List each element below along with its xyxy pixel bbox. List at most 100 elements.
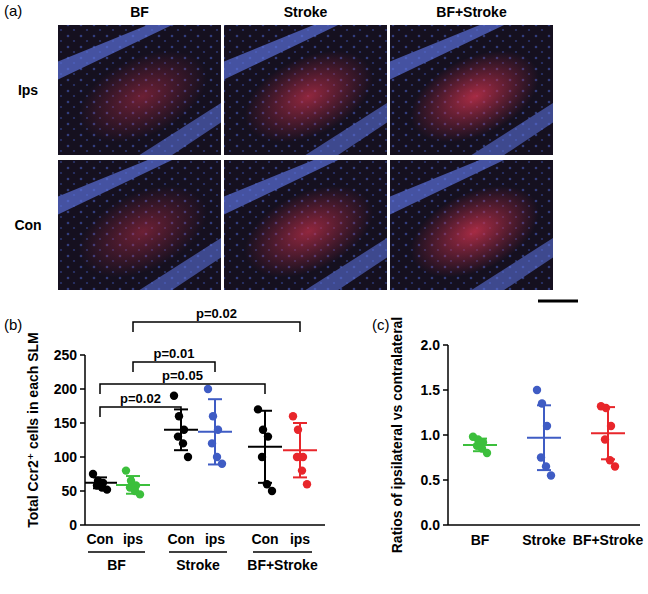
y-tick	[443, 479, 448, 481]
error-cap	[601, 458, 615, 460]
x-tick-label: Con	[167, 531, 194, 547]
error-bar	[601, 407, 615, 459]
error-bar	[473, 439, 487, 452]
micrograph	[58, 160, 221, 296]
error-cap	[208, 398, 222, 400]
ccr2-signal	[230, 32, 387, 161]
group-line	[253, 551, 312, 553]
plot-area	[85, 385, 317, 499]
row-title: Con	[14, 217, 41, 233]
error-stem	[607, 407, 609, 459]
ccr2-signal	[64, 167, 221, 296]
column-title: BF	[130, 4, 149, 20]
x-tick-label: ips	[205, 531, 225, 547]
y-tick-label: 100	[54, 449, 78, 465]
error-cap	[126, 493, 140, 495]
panel-label: (a)	[4, 2, 22, 19]
y-axis-title: Ratios of ipsilateral vs contralateral	[389, 317, 405, 554]
x-axis	[448, 524, 640, 526]
micrograph	[224, 160, 387, 296]
error-cap	[126, 475, 140, 477]
error-cap	[93, 476, 107, 478]
data-point	[611, 462, 619, 470]
error-bar	[126, 476, 140, 494]
data-point	[254, 405, 262, 413]
p-value: p=0.02	[120, 391, 161, 406]
error-cap	[208, 463, 222, 465]
error-stem	[299, 423, 301, 477]
x-tick-label: BF+Stroke	[573, 532, 644, 548]
error-cap	[537, 469, 551, 471]
error-stem	[214, 399, 216, 464]
x-tick-label: Stroke	[522, 532, 566, 548]
error-stem	[99, 477, 101, 488]
x-tick-label: ips	[123, 531, 143, 547]
error-stem	[543, 405, 545, 470]
group-label: Stroke	[176, 557, 220, 573]
y-tick-label: 2.0	[421, 337, 441, 353]
error-stem	[479, 439, 481, 452]
p-value: p=0.05	[162, 368, 203, 383]
y-axis-title: Total Ccr2⁺ cells in each SLM	[25, 332, 41, 527]
y-tick	[80, 388, 85, 390]
error-stem	[132, 476, 134, 494]
y-tick-label: 250	[54, 347, 78, 363]
y-tick-label: 0	[69, 517, 77, 533]
ccr2-signal	[396, 32, 553, 161]
error-bar	[537, 405, 551, 470]
error-cap	[258, 410, 272, 412]
y-tick-label: 50	[61, 483, 77, 499]
y-tick	[80, 490, 85, 492]
data-point	[547, 471, 555, 479]
error-cap	[293, 422, 307, 424]
y-axis	[84, 355, 86, 525]
data-point	[303, 480, 311, 488]
column-title: BF+Stroke	[436, 4, 507, 20]
data-point	[533, 386, 541, 394]
y-tick	[80, 456, 85, 458]
micrograph	[390, 25, 553, 161]
data-point	[103, 485, 111, 493]
x-tick-label: ips	[290, 531, 310, 547]
y-tick-label: 200	[54, 381, 78, 397]
y-tick	[80, 524, 85, 526]
data-point	[122, 466, 130, 474]
error-cap	[473, 438, 487, 440]
data-point	[268, 487, 276, 495]
group-line	[169, 551, 227, 553]
y-tick	[443, 344, 448, 346]
error-cap	[93, 487, 107, 489]
data-point	[289, 412, 297, 420]
data-point	[204, 385, 212, 393]
micrograph	[58, 25, 221, 161]
x-axis	[85, 524, 325, 526]
significance-bracket	[133, 322, 300, 332]
y-tick	[443, 434, 448, 436]
y-tick	[443, 524, 448, 526]
error-bar	[93, 477, 107, 488]
error-bar	[258, 411, 272, 483]
p-value: p=0.01	[154, 346, 195, 361]
x-tick-label: Con	[251, 531, 278, 547]
y-tick	[443, 389, 448, 391]
error-bar	[293, 423, 307, 477]
data-point	[483, 449, 491, 457]
error-bar	[208, 399, 222, 464]
x-tick-label: BF	[471, 532, 490, 548]
x-tick-label: Con	[86, 531, 113, 547]
micrograph	[390, 160, 553, 296]
y-tick-label: 1.0	[421, 427, 441, 443]
y-tick-label: 150	[54, 415, 78, 431]
data-point	[170, 392, 178, 400]
error-cap	[473, 450, 487, 452]
error-cap	[293, 476, 307, 478]
error-cap	[537, 404, 551, 406]
data-point	[184, 453, 192, 461]
error-cap	[601, 406, 615, 408]
ccr2-signal	[396, 167, 553, 296]
error-cap	[258, 482, 272, 484]
panel-label: (b)	[4, 316, 22, 333]
panel-label: (c)	[372, 316, 390, 333]
p-value: p=0.02	[196, 306, 237, 321]
y-tick-label: 1.5	[421, 382, 441, 398]
